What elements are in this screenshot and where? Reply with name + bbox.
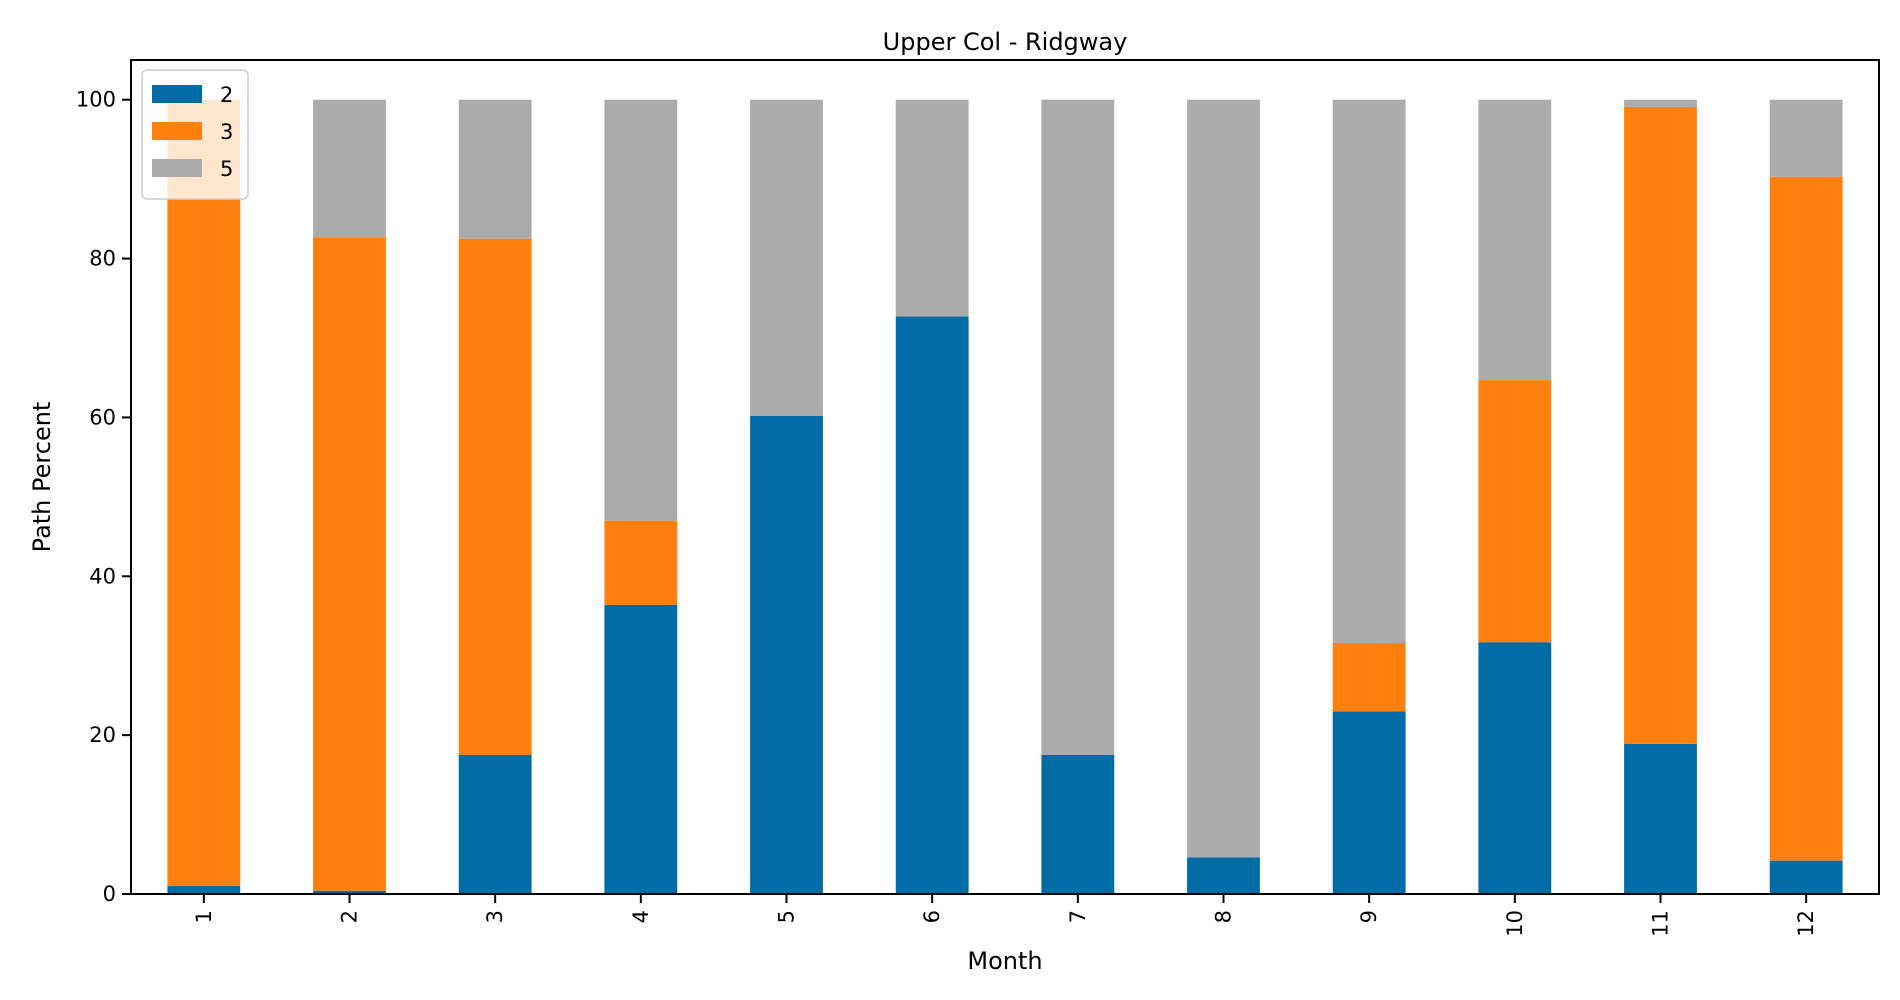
bar-month-9-series-2	[1332, 711, 1406, 894]
bar-month-6-series-5	[895, 99, 969, 317]
bar-month-7-series-2	[1041, 755, 1115, 894]
bar-month-5-series-2	[750, 415, 823, 894]
y-axis-label: Path Percent	[28, 402, 56, 553]
legend-label-2: 2	[220, 83, 233, 107]
bar-month-9-series-3	[1332, 643, 1406, 712]
y-tick-label-60: 60	[89, 405, 116, 429]
legend-label-5: 5	[220, 157, 233, 181]
legend-swatch-3	[152, 122, 202, 140]
bar-month-10-series-3	[1478, 380, 1552, 643]
x-tick-label-9: 9	[1357, 910, 1381, 923]
bar-month-9-series-5	[1332, 99, 1406, 644]
legend-label-3: 3	[220, 120, 233, 144]
x-tick-label-3: 3	[483, 910, 507, 923]
bar-month-6-series-2	[895, 316, 969, 894]
x-tick-label-1: 1	[192, 910, 216, 923]
x-tick-label-8: 8	[1212, 910, 1236, 923]
bar-month-2-series-3	[313, 237, 386, 891]
x-tick-label-2: 2	[338, 910, 362, 923]
x-axis-label: Month	[967, 947, 1042, 975]
bar-month-10-series-2	[1478, 642, 1552, 894]
x-tick-label-5: 5	[775, 910, 799, 923]
x-tick-label-10: 10	[1503, 910, 1527, 937]
bar-month-11-series-2	[1624, 743, 1697, 894]
bar-month-7-series-5	[1041, 99, 1115, 755]
bar-month-5-series-5	[750, 99, 823, 416]
bar-month-12-series-3	[1769, 176, 1843, 861]
bar-month-3-series-5	[458, 99, 532, 239]
x-tick-label-6: 6	[920, 910, 944, 923]
plot-frame	[130, 59, 1880, 895]
bars	[167, 99, 1843, 894]
y-tick-label-80: 80	[89, 247, 116, 271]
bar-month-12-series-2	[1769, 860, 1843, 894]
bar-month-4-series-2	[604, 604, 678, 894]
bar-month-4-series-3	[604, 520, 678, 605]
bar-month-1-series-3	[167, 99, 241, 887]
x-tick-label-11: 11	[1649, 910, 1673, 937]
x-tick-label-4: 4	[629, 910, 653, 923]
bar-month-4-series-5	[604, 99, 678, 521]
legend: 2 3 5	[141, 69, 249, 200]
bar-month-2-series-5	[313, 99, 386, 238]
bar-month-3-series-2	[458, 755, 532, 894]
y-tick-label-100: 100	[76, 88, 116, 112]
chart-title: Upper Col - Ridgway	[883, 28, 1128, 56]
bar-month-2-series-2	[313, 890, 386, 894]
bar-month-10-series-5	[1478, 99, 1552, 381]
bar-month-3-series-3	[458, 238, 532, 755]
x-tick-label-12: 12	[1794, 910, 1818, 937]
bar-month-8-series-2	[1187, 857, 1260, 894]
legend-swatch-5	[152, 159, 202, 177]
y-axis: 0 20 40 60 80 100	[76, 88, 131, 906]
y-tick-label-40: 40	[89, 564, 116, 588]
x-axis: 1 2 3 4 5 6 7 8 9 10 11 12	[192, 894, 1818, 937]
bar-month-1-series-2	[167, 886, 241, 894]
bar-month-11-series-3	[1624, 106, 1697, 744]
bar-month-8-series-5	[1187, 99, 1260, 858]
legend-swatch-2	[152, 85, 202, 103]
bar-month-11-series-5	[1624, 99, 1697, 107]
x-tick-label-7: 7	[1066, 910, 1090, 923]
bar-month-12-series-5	[1769, 99, 1843, 177]
y-tick-label-20: 20	[89, 723, 116, 747]
y-tick-label-0: 0	[103, 882, 116, 906]
